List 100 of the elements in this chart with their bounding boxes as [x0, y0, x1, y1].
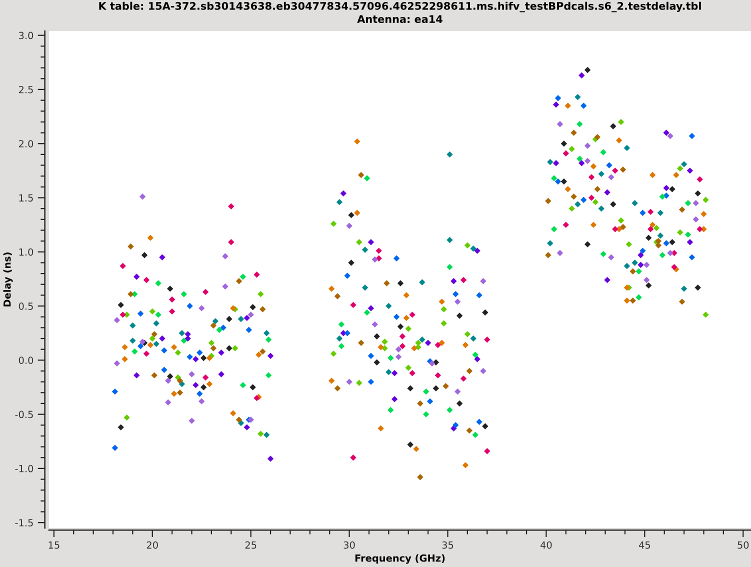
point [405, 364, 412, 371]
y-tick-label: 0.5 [18, 302, 33, 310]
y-axis-title: Delay (ns) [3, 252, 13, 306]
point [137, 310, 144, 317]
point [422, 411, 430, 418]
point [454, 388, 461, 395]
x-tick-label: 40 [540, 541, 552, 549]
point [344, 272, 350, 279]
point [238, 420, 244, 426]
point [149, 308, 156, 315]
point [484, 336, 490, 343]
point [344, 330, 350, 336]
point [552, 102, 560, 108]
point [388, 354, 394, 362]
point [574, 201, 581, 208]
point [155, 280, 162, 286]
point [584, 66, 591, 74]
point [624, 298, 630, 304]
point [386, 368, 392, 376]
point [476, 292, 482, 298]
point [426, 398, 434, 404]
point [368, 352, 374, 359]
point [667, 132, 674, 140]
point [222, 283, 228, 290]
point [134, 372, 140, 378]
point [192, 382, 199, 388]
point [580, 196, 587, 204]
point [452, 291, 459, 298]
point [428, 360, 436, 367]
point [671, 264, 678, 270]
point [267, 456, 274, 462]
x-tick-label: 30 [344, 541, 355, 549]
y-tick-label: 0.0 [18, 356, 34, 364]
point [147, 342, 154, 348]
point [165, 378, 172, 384]
point [328, 286, 335, 292]
point [462, 462, 469, 468]
point [578, 160, 585, 166]
point [180, 291, 187, 298]
point [564, 186, 571, 192]
point [130, 338, 136, 344]
point [206, 354, 213, 362]
point [368, 305, 374, 312]
point [677, 229, 684, 236]
point [432, 385, 440, 392]
x-tick-label: 35 [442, 541, 454, 549]
point [132, 348, 138, 355]
point [114, 360, 120, 367]
point [547, 158, 554, 166]
point [570, 194, 577, 200]
point [673, 172, 680, 178]
point [378, 344, 384, 350]
point [120, 312, 126, 318]
point [354, 210, 360, 216]
point [638, 262, 644, 268]
point [612, 168, 618, 174]
point [397, 323, 404, 330]
point [244, 314, 250, 322]
point [626, 241, 632, 248]
point [350, 454, 356, 461]
x-tick-label: 25 [245, 541, 256, 549]
point [386, 302, 392, 310]
point [632, 200, 638, 206]
point [590, 163, 597, 170]
point [153, 320, 160, 326]
point [646, 234, 652, 241]
y-tick-label: -1.5 [15, 519, 33, 526]
point [364, 309, 370, 316]
point [170, 344, 178, 350]
point [130, 322, 136, 329]
point [397, 280, 404, 286]
point [616, 137, 622, 144]
point [256, 352, 262, 358]
y-tick-label: -1.0 [15, 464, 34, 472]
point [466, 427, 473, 434]
point [466, 368, 473, 374]
point [244, 424, 250, 430]
point [456, 400, 463, 407]
point [220, 324, 226, 331]
point [393, 314, 400, 320]
point [669, 186, 676, 192]
point [588, 174, 595, 180]
x-tick-label: 20 [146, 541, 158, 549]
point [226, 316, 232, 322]
point [590, 222, 597, 228]
point [238, 316, 244, 322]
point [336, 335, 343, 342]
point [464, 242, 471, 248]
point [680, 286, 688, 292]
point [200, 384, 207, 390]
point [409, 312, 416, 318]
point [260, 306, 266, 312]
point [686, 168, 694, 174]
point [570, 130, 577, 136]
point [482, 423, 488, 430]
point [134, 274, 140, 280]
point [694, 190, 701, 197]
point [578, 72, 585, 78]
point [657, 232, 664, 239]
point [362, 284, 368, 291]
